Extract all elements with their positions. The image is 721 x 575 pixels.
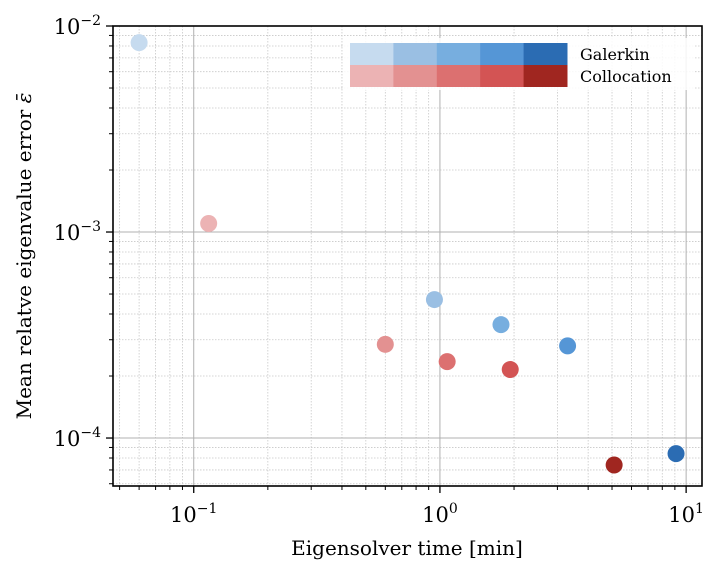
plot-frame	[112, 25, 703, 487]
data-point-collocation	[438, 353, 456, 371]
y-tick-label-base: 10	[54, 15, 81, 39]
y-axis-label: Mean relatve eigenvalue error ε̄	[12, 93, 36, 420]
y-axis-label-symbol: ε̄	[12, 93, 36, 104]
y-tick-label: 10−2	[54, 13, 101, 39]
legend-label-collocation: Collocation	[580, 67, 672, 86]
x-tick-label-exponent: 1	[695, 501, 704, 517]
data-point-galerkin	[425, 291, 443, 309]
legend-swatch-collocation	[393, 65, 438, 87]
legend-swatch-collocation	[350, 65, 394, 87]
legend: Galerkin Collocation	[344, 38, 694, 90]
y-tick-labels: 10−210−310−4	[54, 13, 101, 451]
x-tick-labels: 10−1 100 101	[170, 501, 704, 527]
y-tick-label: 10−4	[54, 425, 101, 451]
x-tick-label: 101	[668, 501, 704, 527]
data-point-collocation	[605, 456, 623, 474]
x-axis-label: Eigensolver time [min]	[291, 536, 523, 560]
legend-label-galerkin: Galerkin	[580, 45, 650, 64]
legend-swatches	[350, 43, 568, 87]
x-tick-label: 100	[422, 501, 458, 527]
data-points	[130, 34, 685, 474]
legend-swatch-galerkin	[523, 43, 568, 65]
data-point-collocation	[376, 335, 394, 353]
y-axis-label-text: Mean relatve eigenvalue error	[12, 103, 36, 419]
data-point-galerkin	[492, 316, 510, 334]
data-point-galerkin	[130, 34, 148, 52]
y-tick-label-exponent: −3	[80, 219, 101, 235]
legend-swatch-collocation	[436, 65, 481, 87]
legend-swatch-collocation	[523, 65, 568, 87]
axis-ticks	[106, 25, 687, 493]
minor-grid	[113, 26, 702, 486]
x-tick-label-base: 10	[668, 503, 695, 527]
x-tick-label-base: 10	[422, 503, 449, 527]
legend-swatch-galerkin	[436, 43, 481, 65]
x-tick-label-exponent: 0	[449, 501, 458, 517]
y-tick-label: 10−3	[54, 219, 101, 245]
x-tick-label-base: 10	[170, 503, 197, 527]
y-tick-label-exponent: −4	[80, 425, 101, 441]
data-point-galerkin	[559, 337, 577, 355]
x-tick-label: 10−1	[170, 501, 217, 527]
y-tick-label-base: 10	[54, 427, 81, 451]
y-tick-label-base: 10	[54, 221, 81, 245]
major-grid	[113, 25, 702, 486]
legend-swatch-galerkin	[480, 43, 525, 65]
legend-swatch-collocation	[480, 65, 525, 87]
legend-swatch-galerkin	[393, 43, 438, 65]
x-tick-label-exponent: −1	[197, 501, 218, 517]
data-point-galerkin	[667, 445, 685, 463]
data-point-collocation	[501, 361, 519, 379]
data-point-collocation	[200, 214, 218, 232]
y-tick-label-exponent: −2	[80, 13, 101, 29]
legend-swatch-galerkin	[350, 43, 394, 65]
